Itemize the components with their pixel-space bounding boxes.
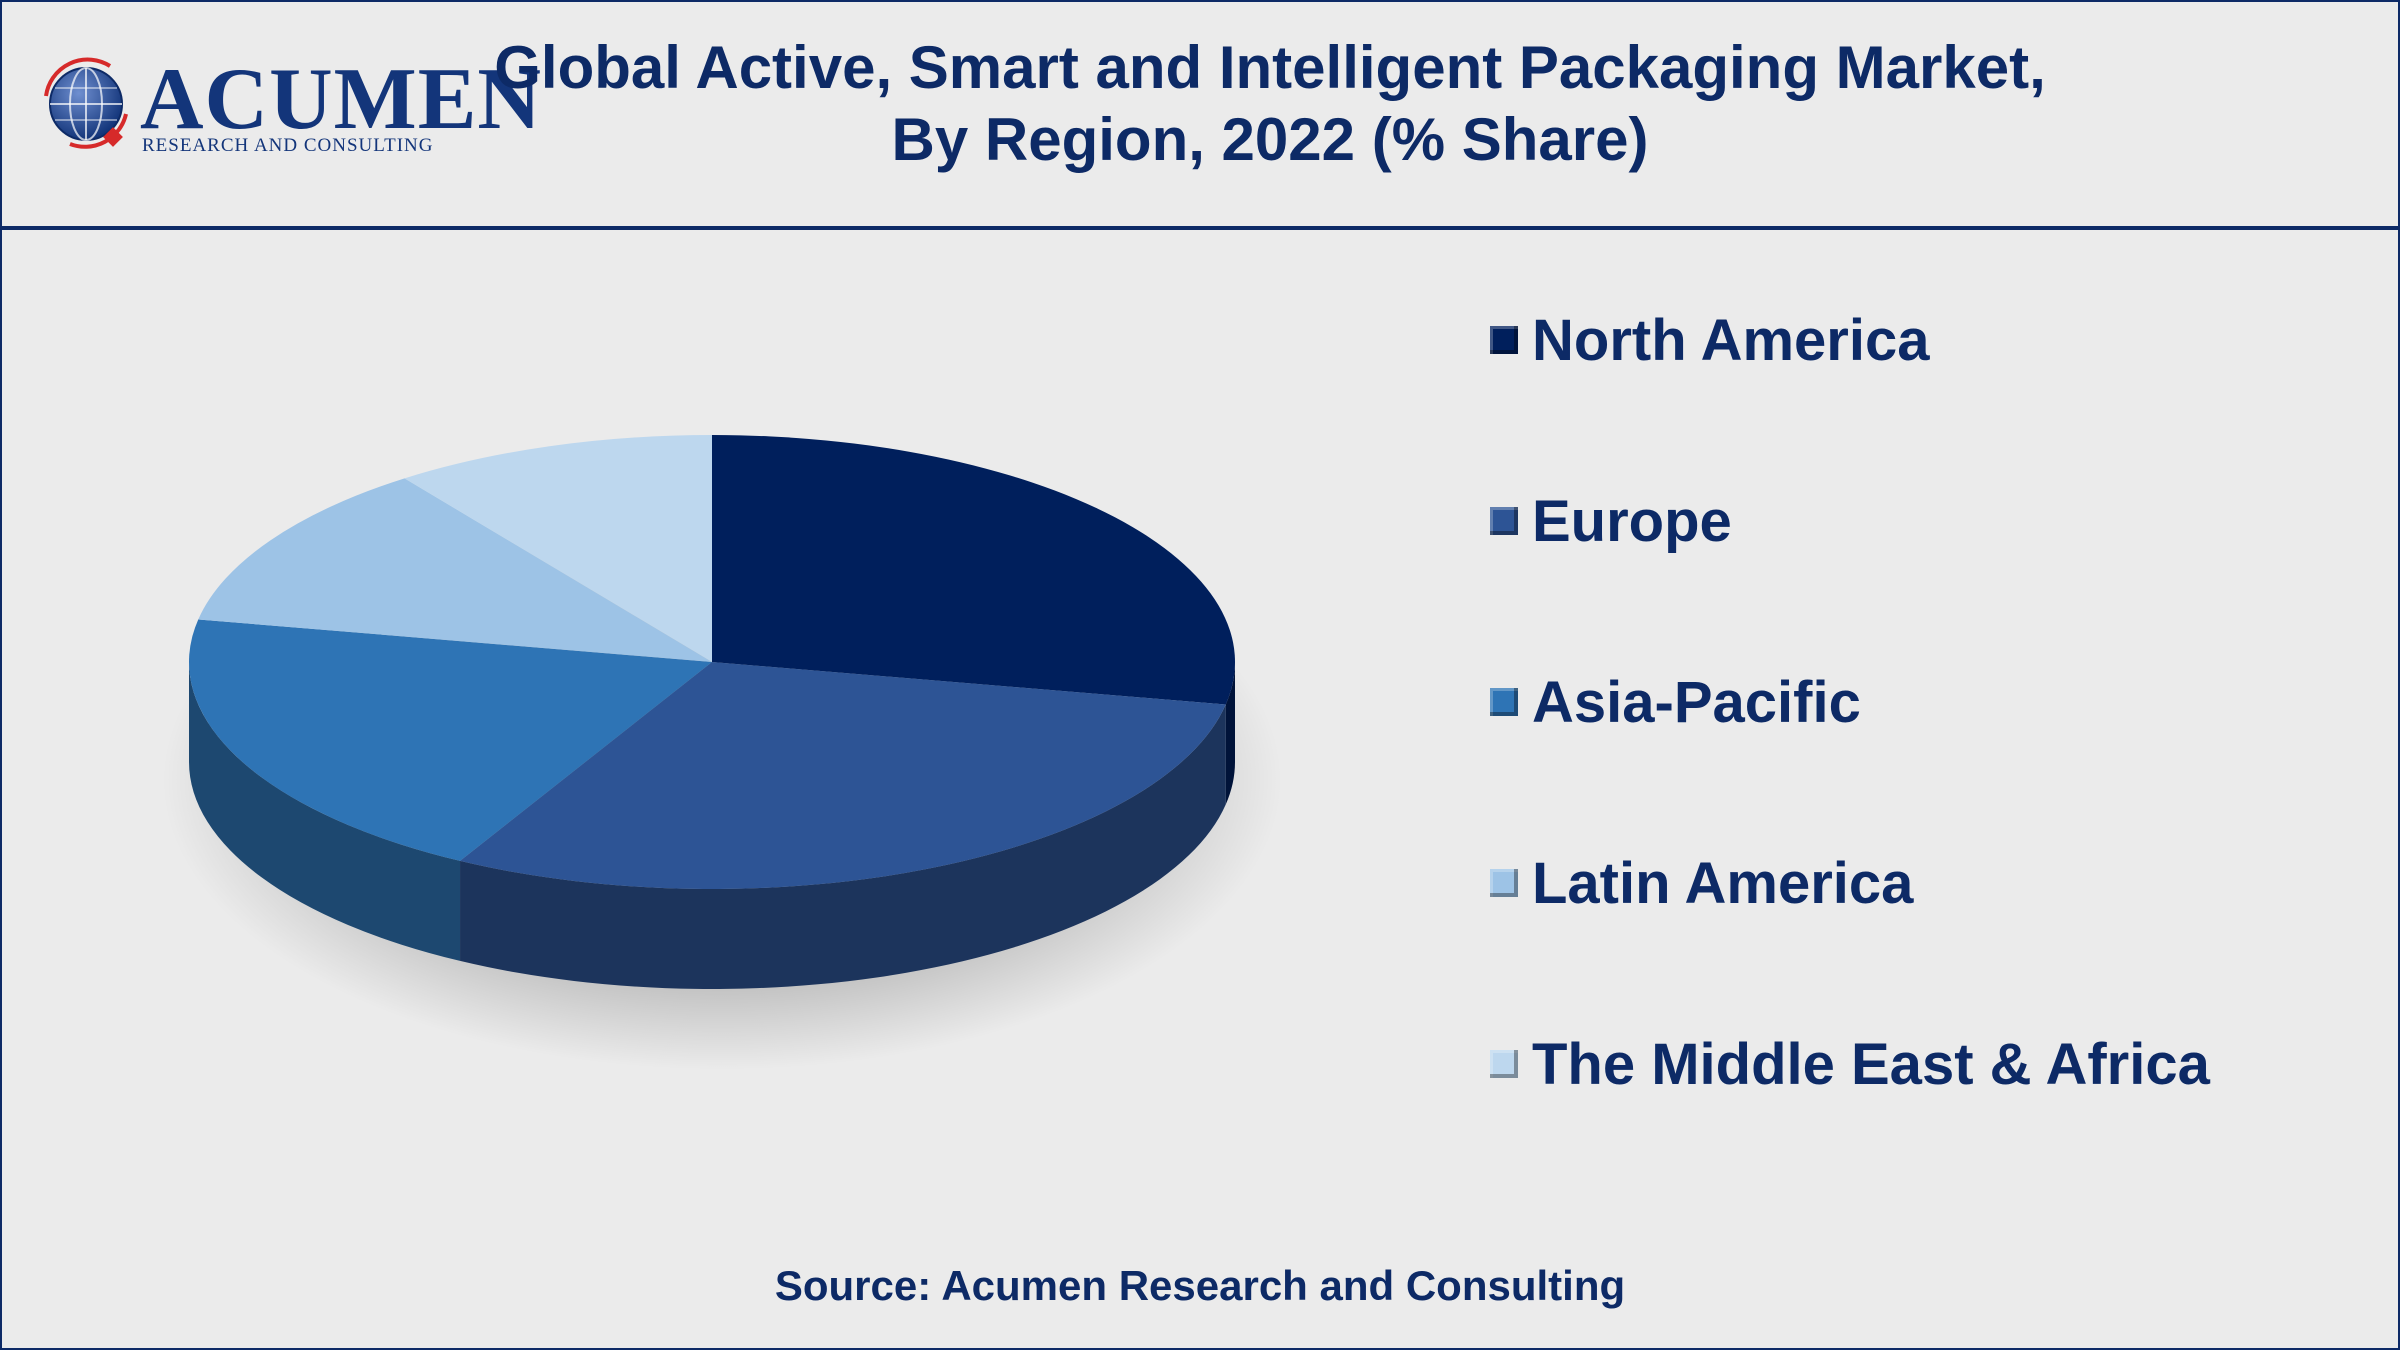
legend-label-europe: Europe xyxy=(1532,488,1732,554)
pie-chart-svg xyxy=(162,435,1282,1070)
legend-item-north-america: North America xyxy=(1490,304,1930,376)
chart-title-line-2: By Region, 2022 (% Share) xyxy=(891,106,1649,173)
logo-wordmark: ACUMEN xyxy=(140,51,542,148)
chart-title: Global Active, Smart and Intelligent Pac… xyxy=(380,32,2160,176)
legend-swatch-asia-pacific xyxy=(1490,688,1518,716)
legend-item-asia-pacific: Asia-Pacific xyxy=(1490,666,1861,738)
pie-side-asia-pacific xyxy=(189,662,461,961)
globe-icon xyxy=(44,57,128,149)
source-note: Source: Acumen Research and Consulting xyxy=(774,1262,1626,1309)
pie-slice-europe xyxy=(460,662,1226,889)
chart-title-line-1: Global Active, Smart and Intelligent Pac… xyxy=(494,34,2046,101)
legend-swatch-latin-america xyxy=(1490,869,1518,897)
pie-sides xyxy=(189,662,1235,989)
pie-slice-north-america xyxy=(712,435,1235,705)
acumen-logo: ACUMEN RESEARCH AND CONSULTING xyxy=(40,52,541,162)
legend-label-north-america: North America xyxy=(1532,307,1930,373)
legend-item-the-middle-east-africa: The Middle East & Africa xyxy=(1490,1028,2210,1100)
pie-slice-latin-america xyxy=(198,478,712,662)
logo-subtitle: RESEARCH AND CONSULTING xyxy=(142,135,434,156)
header: ACUMEN RESEARCH AND CONSULTING Global Ac… xyxy=(0,0,2400,230)
legend-swatch-north-america xyxy=(1490,326,1518,354)
legend-item-europe: Europe xyxy=(1490,485,1732,557)
legend-swatch-the-middle-east-africa xyxy=(1490,1050,1518,1078)
header-divider xyxy=(0,226,2400,230)
legend-label-latin-america: Latin America xyxy=(1532,850,1914,916)
legend-label-the-middle-east-africa: The Middle East & Africa xyxy=(1532,1031,2210,1097)
legend-swatch-europe xyxy=(1490,507,1518,535)
legend-item-latin-america: Latin America xyxy=(1490,847,1913,919)
pie-top xyxy=(189,435,1235,889)
legend-label-asia-pacific: Asia-Pacific xyxy=(1532,669,1861,735)
pie-slice-asia-pacific xyxy=(189,619,713,861)
pie-side-europe xyxy=(460,704,1226,989)
pie-chart xyxy=(0,230,1400,1230)
pie-slice-the-middle-east-africa xyxy=(404,435,712,662)
pie-side-north-america xyxy=(1225,662,1235,805)
